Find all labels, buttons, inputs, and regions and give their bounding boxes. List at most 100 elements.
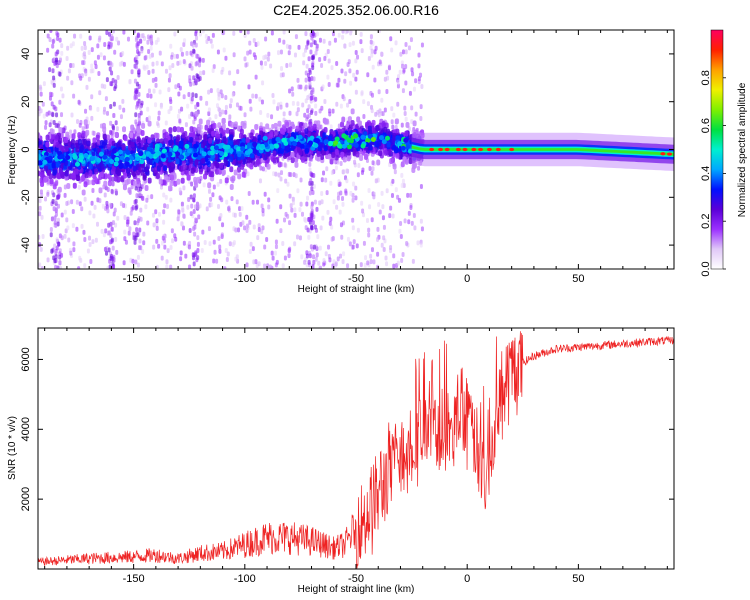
heat-cell [278, 37, 282, 43]
heat-peak [429, 147, 435, 152]
heat-cell [51, 162, 56, 169]
heat-cell [236, 69, 240, 75]
heat-cell [58, 259, 62, 265]
heat-cell [361, 167, 365, 173]
heat-cell [83, 152, 89, 158]
heat-cell [249, 163, 254, 170]
heat-cell [236, 146, 242, 152]
heat-cell [80, 144, 85, 151]
heat-cell [252, 142, 258, 148]
heat-cell [313, 224, 317, 230]
heat-cell [263, 244, 267, 250]
heat-cell [196, 235, 200, 241]
heat-cell [348, 68, 352, 74]
heat-cell [376, 226, 380, 232]
heat-cell [412, 212, 416, 218]
heat-cell [322, 38, 326, 44]
heat-cell [135, 59, 139, 65]
heat-cell [60, 50, 64, 56]
heat-cell [363, 153, 368, 160]
heat-cell [395, 152, 400, 159]
heat-cell [296, 188, 300, 194]
heat-cell [323, 145, 328, 152]
heat-cell [61, 127, 66, 134]
heat-cell [285, 43, 289, 49]
heat-cell [138, 191, 142, 197]
heat-cell [314, 50, 318, 56]
heat-cell [144, 54, 148, 60]
heat-cell [147, 137, 152, 144]
heat-cell [155, 238, 159, 244]
heat-cell [159, 104, 163, 110]
heat-cell [220, 93, 224, 99]
heat-cell [54, 134, 59, 141]
heat-cell [208, 170, 213, 177]
heat-cell [299, 143, 305, 149]
heat-cell [52, 104, 56, 110]
heat-cell [341, 195, 345, 201]
heat-cell [84, 71, 88, 77]
heat-cell [308, 121, 313, 128]
heat-cell [218, 111, 222, 117]
heat-cell [251, 246, 255, 252]
heat-cell [84, 108, 88, 114]
heat-cell [308, 161, 312, 167]
heat-cell [209, 88, 213, 94]
heat-cell [322, 170, 326, 176]
heat-cell [259, 109, 263, 115]
heat-cell [46, 257, 50, 263]
heat-cell [114, 79, 118, 85]
heat-cell [188, 113, 192, 119]
heat-cell [334, 136, 340, 142]
heat-cell [313, 143, 319, 149]
heat-cell [43, 165, 48, 172]
heat-cell [420, 42, 424, 48]
heat-cell [217, 106, 221, 112]
heat-cell [40, 266, 44, 269]
heat-cell [191, 92, 195, 98]
heat-cell [138, 104, 142, 110]
heat-cell [230, 121, 235, 128]
heat-cell [369, 253, 373, 259]
heat-peak [495, 147, 501, 152]
heat-cell [75, 146, 80, 153]
heat-cell [314, 96, 318, 102]
heat-cell [188, 228, 192, 234]
heat-cell [145, 197, 149, 203]
heat-cell [292, 141, 298, 147]
heat-cell [187, 92, 191, 98]
heat-cell [191, 42, 195, 48]
heat-cell [92, 137, 97, 144]
heat-cell [385, 89, 389, 95]
heat-cell [328, 140, 334, 146]
heat-cell [221, 117, 226, 124]
heat-cell [347, 116, 352, 123]
heat-cell [142, 231, 146, 237]
heat-cell [254, 74, 258, 80]
heat-cell [182, 94, 186, 100]
heat-cell [271, 123, 275, 129]
heat-cell [298, 235, 302, 241]
heat-cell [74, 161, 80, 167]
heat-cell [51, 43, 55, 49]
heat-cell [285, 102, 289, 108]
heat-cell [66, 183, 71, 190]
heat-cell [173, 53, 177, 59]
heat-cell [396, 260, 400, 266]
heat-cell [227, 205, 231, 211]
heat-cell [196, 247, 200, 253]
heat-cell [71, 223, 75, 229]
heat-cell [261, 207, 265, 213]
heat-cell [360, 90, 364, 96]
heat-cell [359, 39, 363, 45]
heat-cell [321, 84, 325, 90]
heat-cell [67, 68, 71, 74]
heat-cell [346, 263, 350, 269]
heat-cell [211, 192, 215, 198]
heat-cell [83, 119, 88, 126]
heat-cell [383, 149, 388, 156]
heat-cell [190, 111, 194, 117]
heat-cell [150, 52, 154, 58]
heat-cell [219, 151, 225, 157]
heat-cell [340, 68, 344, 74]
